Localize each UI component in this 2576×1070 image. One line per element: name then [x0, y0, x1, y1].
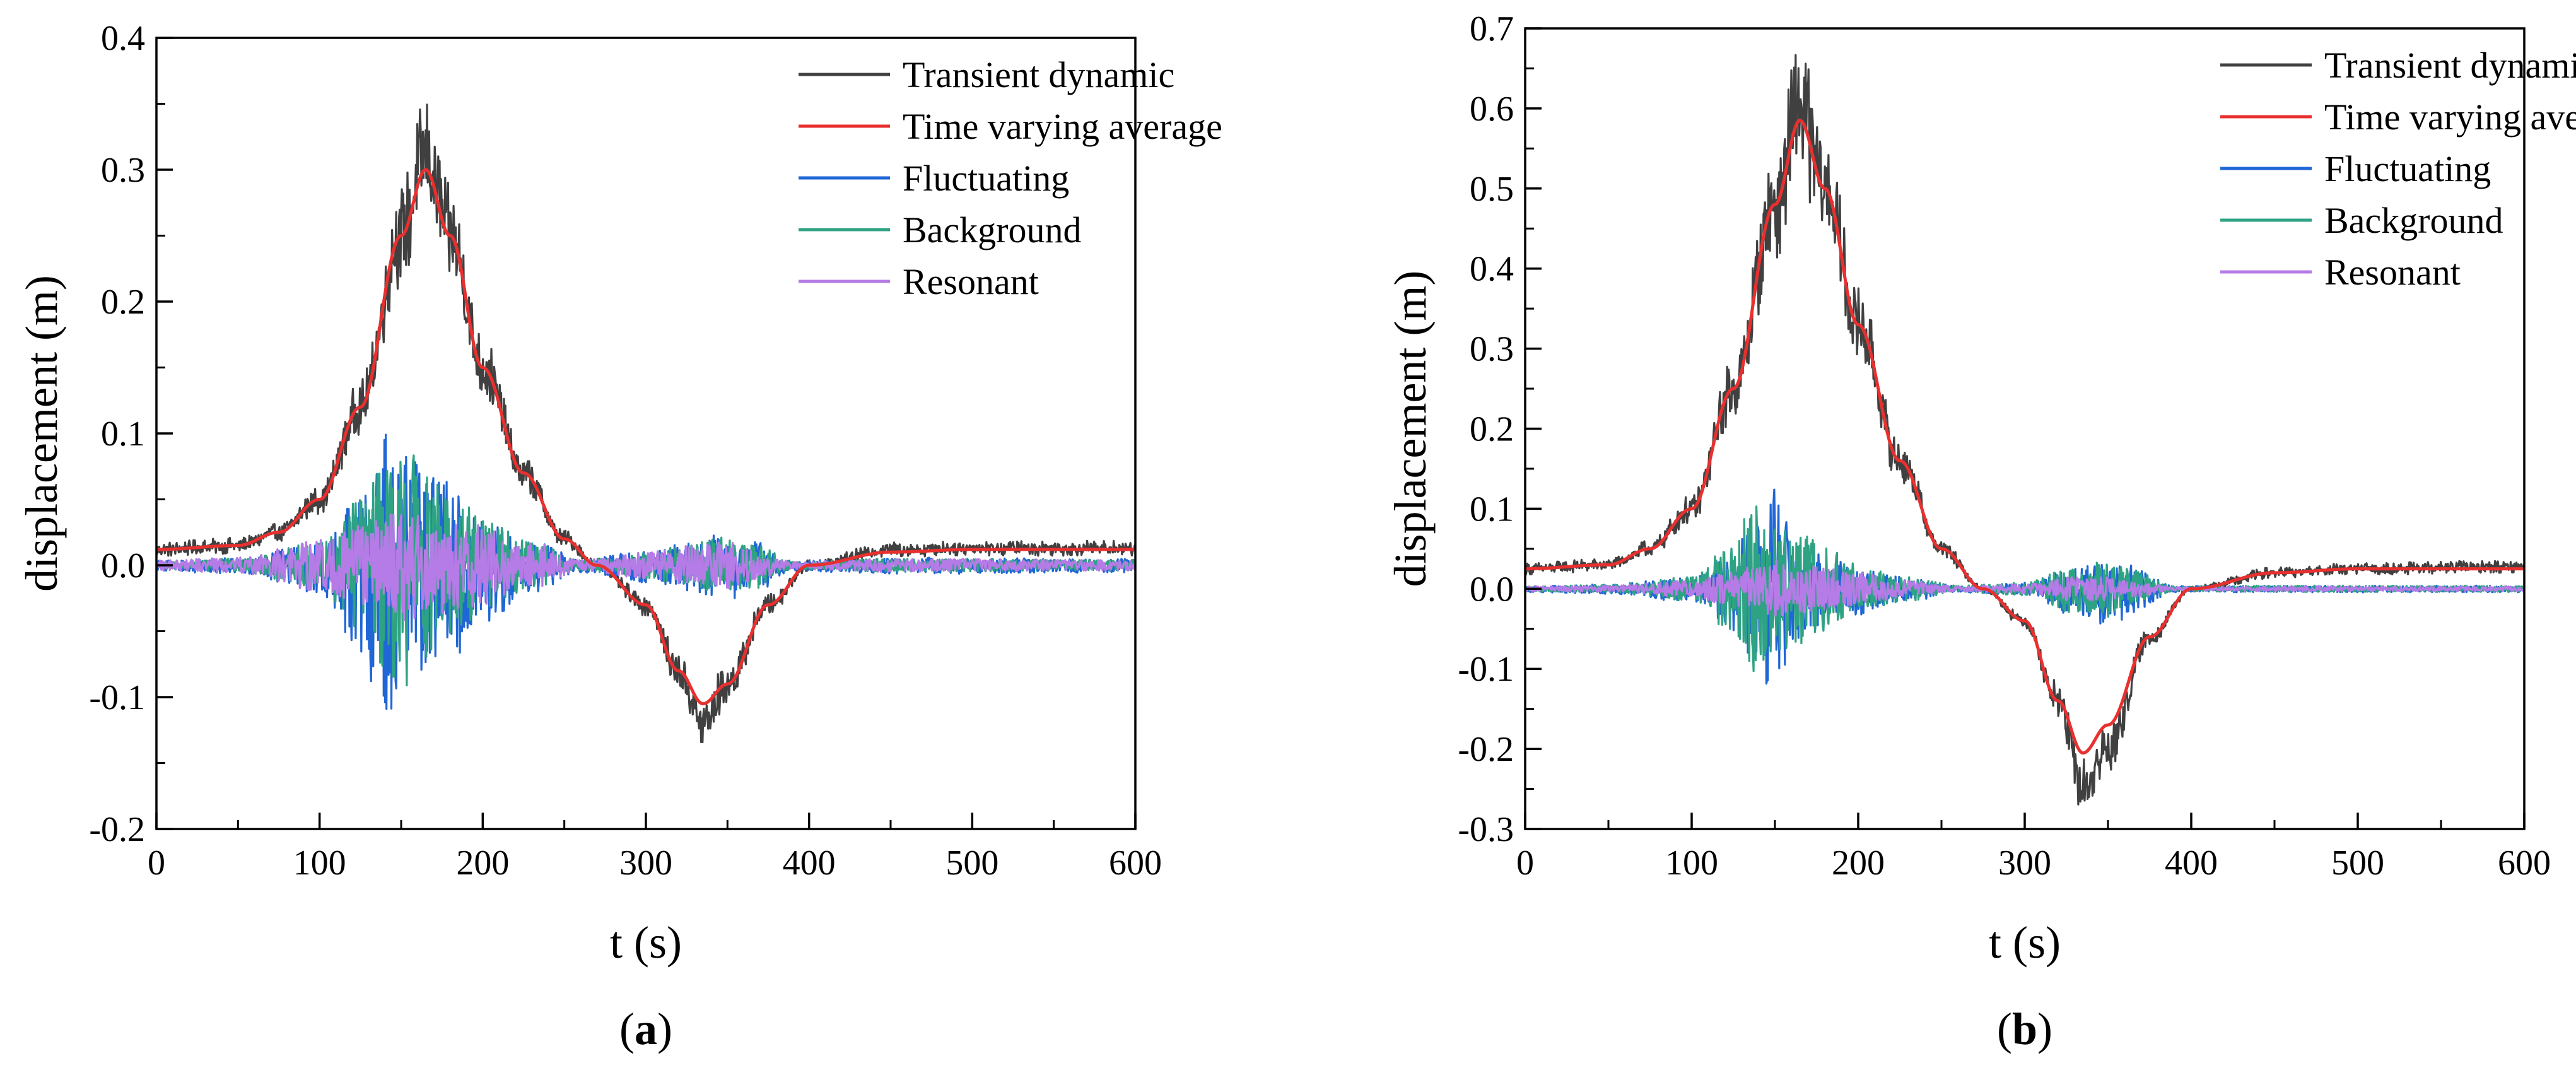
legend: Transient dynamic Time varying average Flu…	[2220, 45, 2576, 293]
y-tick-label: -0.3	[1458, 810, 1514, 849]
legend-label: Transient dynamic	[903, 54, 1174, 95]
y-tick-label: -0.1	[89, 678, 145, 717]
x-axis-title: t (s)	[1989, 917, 2061, 968]
legend-label: Background	[2324, 200, 2503, 241]
y-tick-label: 0.1	[1470, 490, 1514, 529]
series-line-time-varying-average	[1525, 119, 2524, 755]
x-tick-label: 100	[293, 844, 346, 883]
y-tick-label: 0.4	[101, 19, 145, 58]
chart-panel-a: 0 100 200 300 400 500 600 -0.2 -0.1 0.0 0.1 0.2 0.3 0…	[16, 19, 1222, 1054]
y-tick-label: 0.2	[101, 283, 145, 322]
series-line-time-varying-average	[156, 168, 1135, 705]
x-tick-label: 300	[1998, 844, 2051, 883]
x-axis-title: t (s)	[610, 917, 682, 968]
legend-label: Fluctuating	[2324, 148, 2491, 189]
panel-label: (b)	[1997, 1004, 2052, 1054]
series-line-resonant	[1525, 560, 2524, 617]
x-tick-label: 500	[946, 844, 998, 883]
y-tick-label: 0.1	[101, 414, 145, 454]
y-tick-label: 0.7	[1470, 9, 1514, 49]
x-tick-label: 100	[1665, 844, 1718, 883]
x-tick-label: 600	[1109, 844, 1162, 883]
legend: Transient dynamic Time varying average Flu…	[799, 54, 1222, 302]
panel-label: (a)	[619, 1004, 672, 1054]
legend-label: Time varying average	[2324, 97, 2576, 138]
legend-label: Background	[903, 209, 1082, 250]
x-tick-label: 0	[148, 844, 165, 883]
x-tick-label: 200	[456, 844, 509, 883]
y-tick-label: 0.4	[1470, 250, 1514, 289]
x-tick-label: 0	[1516, 844, 1534, 883]
y-tick-label: 0.0	[1470, 570, 1514, 609]
y-tick-label: -0.1	[1458, 650, 1514, 689]
legend-label: Resonant	[903, 261, 1039, 302]
series-group	[156, 103, 1135, 744]
series-line-resonant	[156, 513, 1135, 621]
chart-panel-b: 0 100 200 300 400 500 600 -0.3 -0.2 -0.1 0.0 0.1 0.2…	[1385, 9, 2576, 1054]
y-tick-label: 0.3	[1470, 330, 1514, 369]
y-tick-label: 0.2	[1470, 410, 1514, 449]
x-tick-label: 300	[619, 844, 672, 883]
y-tick-label: 0.5	[1470, 170, 1514, 209]
legend-label: Fluctuating	[903, 158, 1069, 199]
y-tick-label: -0.2	[89, 810, 145, 849]
x-tick-label: 200	[1832, 844, 1885, 883]
y-tick-label: 0.3	[101, 151, 145, 190]
y-tick-label: 0.0	[101, 546, 145, 585]
x-tick-label: 400	[2165, 844, 2218, 883]
series-group	[1525, 54, 2524, 806]
x-tick-label: 500	[2331, 844, 2384, 883]
y-tick-label: 0.6	[1470, 90, 1514, 129]
legend-label: Resonant	[2324, 252, 2461, 293]
x-tick-label: 600	[2498, 844, 2551, 883]
y-tick-label: -0.2	[1458, 730, 1514, 769]
x-tick-label: 400	[783, 844, 836, 883]
legend-label: Time varying average	[903, 106, 1222, 147]
legend-label: Transient dynamic	[2324, 45, 2576, 86]
y-axis-title: displacement (m)	[1385, 271, 1436, 587]
y-axis-title: displacement (m)	[16, 275, 67, 592]
